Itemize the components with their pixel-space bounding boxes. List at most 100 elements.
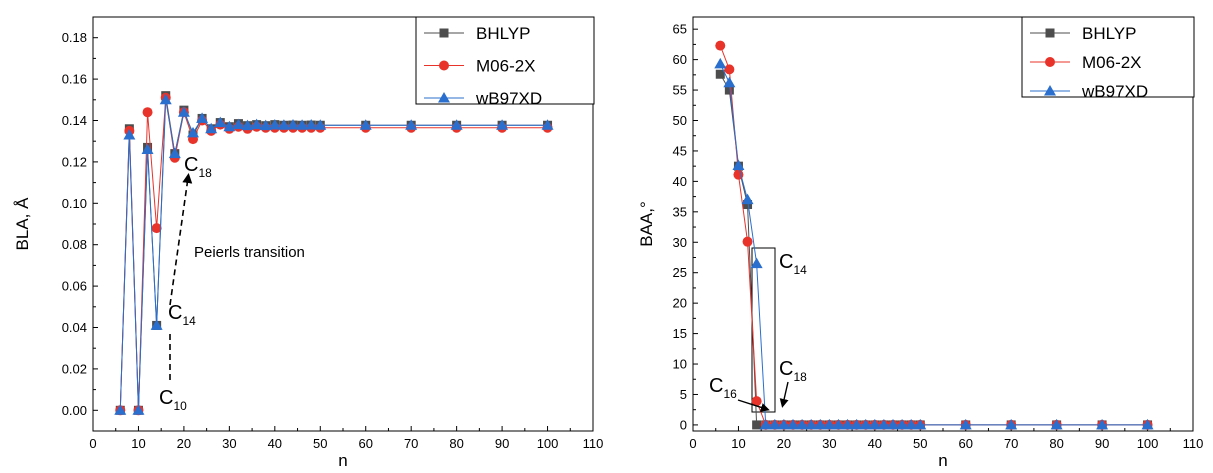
legend-marker — [439, 60, 449, 71]
x-axis-ticks: 0 10 20 30 40 50 60 70 80 90 100 110 — [689, 426, 1203, 451]
data-point — [805, 418, 818, 430]
x-tick-label: 0 — [89, 436, 96, 451]
y-tick-label: 0.02 — [62, 361, 87, 376]
y-tick-label: 10 — [673, 357, 687, 372]
data-point — [823, 418, 836, 430]
series-m06-2x — [115, 92, 553, 416]
data-point — [405, 119, 418, 130]
legend-item-wb97xd: wB97XD — [424, 89, 542, 108]
data-point — [796, 418, 809, 430]
data-point — [187, 126, 199, 138]
legend-item-m06-2x: M06-2X — [424, 57, 536, 76]
data-point — [241, 119, 254, 131]
data-point — [205, 122, 218, 134]
series-layer — [714, 40, 1154, 430]
data-point — [914, 418, 927, 430]
data-point — [151, 223, 162, 234]
data-point — [141, 143, 154, 154]
x-tick-label: 50 — [913, 436, 927, 451]
data-point — [177, 106, 190, 117]
annotation-c10: C10 — [159, 387, 187, 413]
data-point — [287, 119, 299, 130]
y-tick-label: 65 — [673, 22, 687, 37]
data-point — [168, 147, 181, 159]
data-point — [732, 159, 745, 171]
x-tick-label: 40 — [268, 436, 282, 451]
legend: BHLYP M06-2X wB97XD — [415, 16, 595, 108]
data-point — [142, 107, 153, 118]
c18-arrow — [779, 381, 789, 408]
data-point — [733, 169, 744, 180]
data-point — [887, 418, 899, 430]
x-tick-label: 80 — [449, 436, 463, 451]
y-tick-label: 5 — [680, 387, 687, 402]
x-tick-label: 70 — [404, 436, 418, 451]
annotation-c18: C18 — [779, 358, 807, 384]
series-bhlyp — [115, 91, 553, 415]
data-point — [768, 418, 781, 430]
data-point — [850, 418, 863, 430]
x-tick-label: 80 — [1049, 436, 1063, 451]
data-point — [743, 200, 753, 210]
y-tick-label: 60 — [673, 52, 687, 67]
legend-marker — [1045, 28, 1055, 38]
annotation-c16: C16 — [709, 375, 737, 401]
y-axis-title: BAA,° — [637, 201, 656, 247]
data-point — [123, 128, 136, 140]
y-tick-label: 0.14 — [62, 113, 87, 128]
legend-item-bhlyp: BHLYP — [1030, 24, 1137, 43]
x-tick-label: 30 — [822, 436, 836, 451]
data-point — [759, 418, 772, 430]
data-point — [114, 404, 127, 415]
x-tick-label: 20 — [177, 436, 191, 451]
data-point — [715, 40, 726, 51]
data-point — [359, 119, 372, 130]
svg-text:C14: C14 — [168, 302, 196, 328]
series-line — [119, 95, 548, 411]
data-point — [132, 404, 145, 415]
x-axis-ticks: 0 10 20 30 40 50 60 70 80 90 100 110 — [89, 426, 603, 451]
series-layer — [114, 91, 554, 416]
y-tick-label: 45 — [673, 143, 687, 158]
svg-text:C18: C18 — [184, 154, 212, 180]
x-tick-label: 110 — [1183, 436, 1204, 451]
svg-text:C10: C10 — [159, 387, 187, 413]
svg-text:C18: C18 — [779, 358, 807, 384]
data-point — [159, 93, 172, 105]
x-tick-label: 40 — [868, 436, 882, 451]
data-point — [714, 57, 727, 69]
series-wb97xd — [114, 93, 554, 415]
series-line — [719, 63, 1148, 426]
x-tick-label: 90 — [495, 436, 509, 451]
y-tick-label: 15 — [673, 326, 687, 341]
data-point — [1141, 418, 1154, 430]
x-tick-label: 110 — [583, 436, 604, 451]
data-point — [250, 118, 263, 130]
data-point — [905, 418, 918, 430]
y-tick-label: 20 — [673, 296, 687, 311]
y-tick-label: 30 — [673, 235, 687, 250]
data-point — [841, 418, 854, 430]
x-tick-label: 90 — [1095, 436, 1109, 451]
data-point — [741, 193, 754, 205]
y-tick-label: 0.08 — [62, 237, 87, 252]
data-point — [541, 119, 554, 130]
x-axis-title: n — [338, 451, 347, 468]
data-point — [787, 418, 799, 430]
data-point — [1050, 418, 1063, 430]
data-point — [751, 396, 762, 407]
legend-item-bhlyp: BHLYP — [424, 24, 531, 43]
data-point — [277, 119, 290, 130]
data-point — [750, 257, 763, 269]
data-point — [232, 118, 245, 130]
data-point — [814, 418, 827, 430]
legend-label: wB97XD — [1081, 82, 1148, 101]
legend-label: BHLYP — [476, 24, 531, 43]
x-tick-label: 50 — [313, 436, 327, 451]
legend: BHLYP M06-2X wB97XD — [1021, 16, 1195, 101]
data-point — [723, 76, 736, 88]
y-tick-label: 50 — [673, 113, 687, 128]
svg-text:C16: C16 — [709, 375, 737, 401]
y-tick-label: 55 — [673, 83, 687, 98]
